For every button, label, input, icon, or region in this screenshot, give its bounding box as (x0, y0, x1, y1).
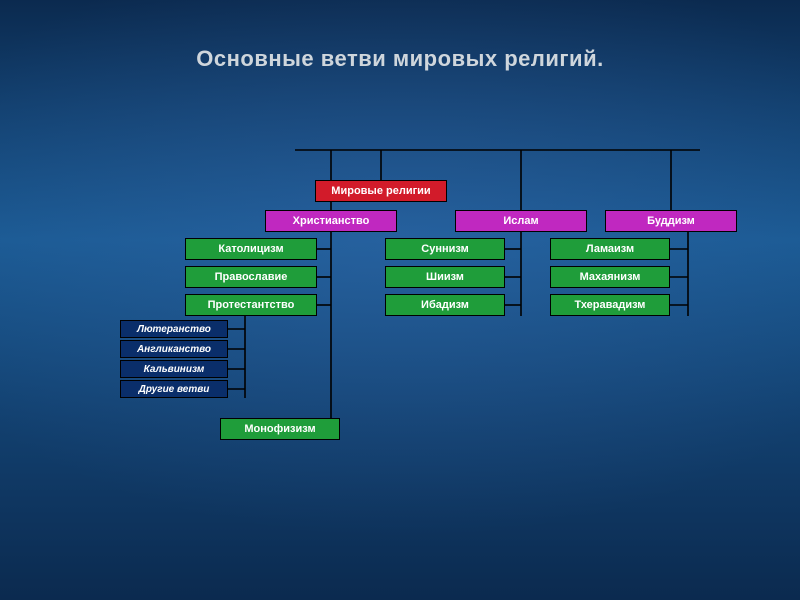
node-mono: Монофизизм (220, 418, 340, 440)
node-label: Суннизм (421, 243, 468, 255)
node-christianity: Христианство (265, 210, 397, 232)
node-sunni: Суннизм (385, 238, 505, 260)
node-label: Кальвинизм (144, 364, 205, 375)
node-lama: Ламаизм (550, 238, 670, 260)
node-label: Католицизм (218, 243, 283, 255)
node-label: Христианство (293, 215, 370, 227)
node-label: Монофизизм (244, 423, 315, 435)
node-label: Тхеравадизм (575, 299, 646, 311)
node-label: Мировые религии (331, 185, 430, 197)
node-label: Махаянизм (580, 271, 641, 283)
node-label: Протестантство (208, 299, 295, 311)
slide-stage: Основные ветви мировых религий. Мировые … (0, 0, 800, 600)
node-angl: Англиканство (120, 340, 228, 358)
node-cath: Католицизм (185, 238, 317, 260)
node-label: Англиканство (137, 344, 211, 355)
node-luth: Лютеранство (120, 320, 228, 338)
node-label: Шиизм (426, 271, 464, 283)
node-other: Другие ветви (120, 380, 228, 398)
node-calv: Кальвинизм (120, 360, 228, 378)
node-orth: Православие (185, 266, 317, 288)
node-label: Лютеранство (137, 324, 211, 335)
node-buddhism: Буддизм (605, 210, 737, 232)
node-ibadi: Ибадизм (385, 294, 505, 316)
slide-title: Основные ветви мировых религий. (0, 46, 800, 72)
node-thera: Тхеравадизм (550, 294, 670, 316)
node-label: Буддизм (647, 215, 695, 227)
node-shia: Шиизм (385, 266, 505, 288)
node-maha: Махаянизм (550, 266, 670, 288)
node-root: Мировые религии (315, 180, 447, 202)
node-label: Ламаизм (586, 243, 634, 255)
node-label: Ибадизм (421, 299, 469, 311)
node-label: Православие (215, 271, 288, 283)
node-label: Ислам (503, 215, 538, 227)
node-label: Другие ветви (139, 384, 210, 395)
node-islam: Ислам (455, 210, 587, 232)
node-prot: Протестантство (185, 294, 317, 316)
